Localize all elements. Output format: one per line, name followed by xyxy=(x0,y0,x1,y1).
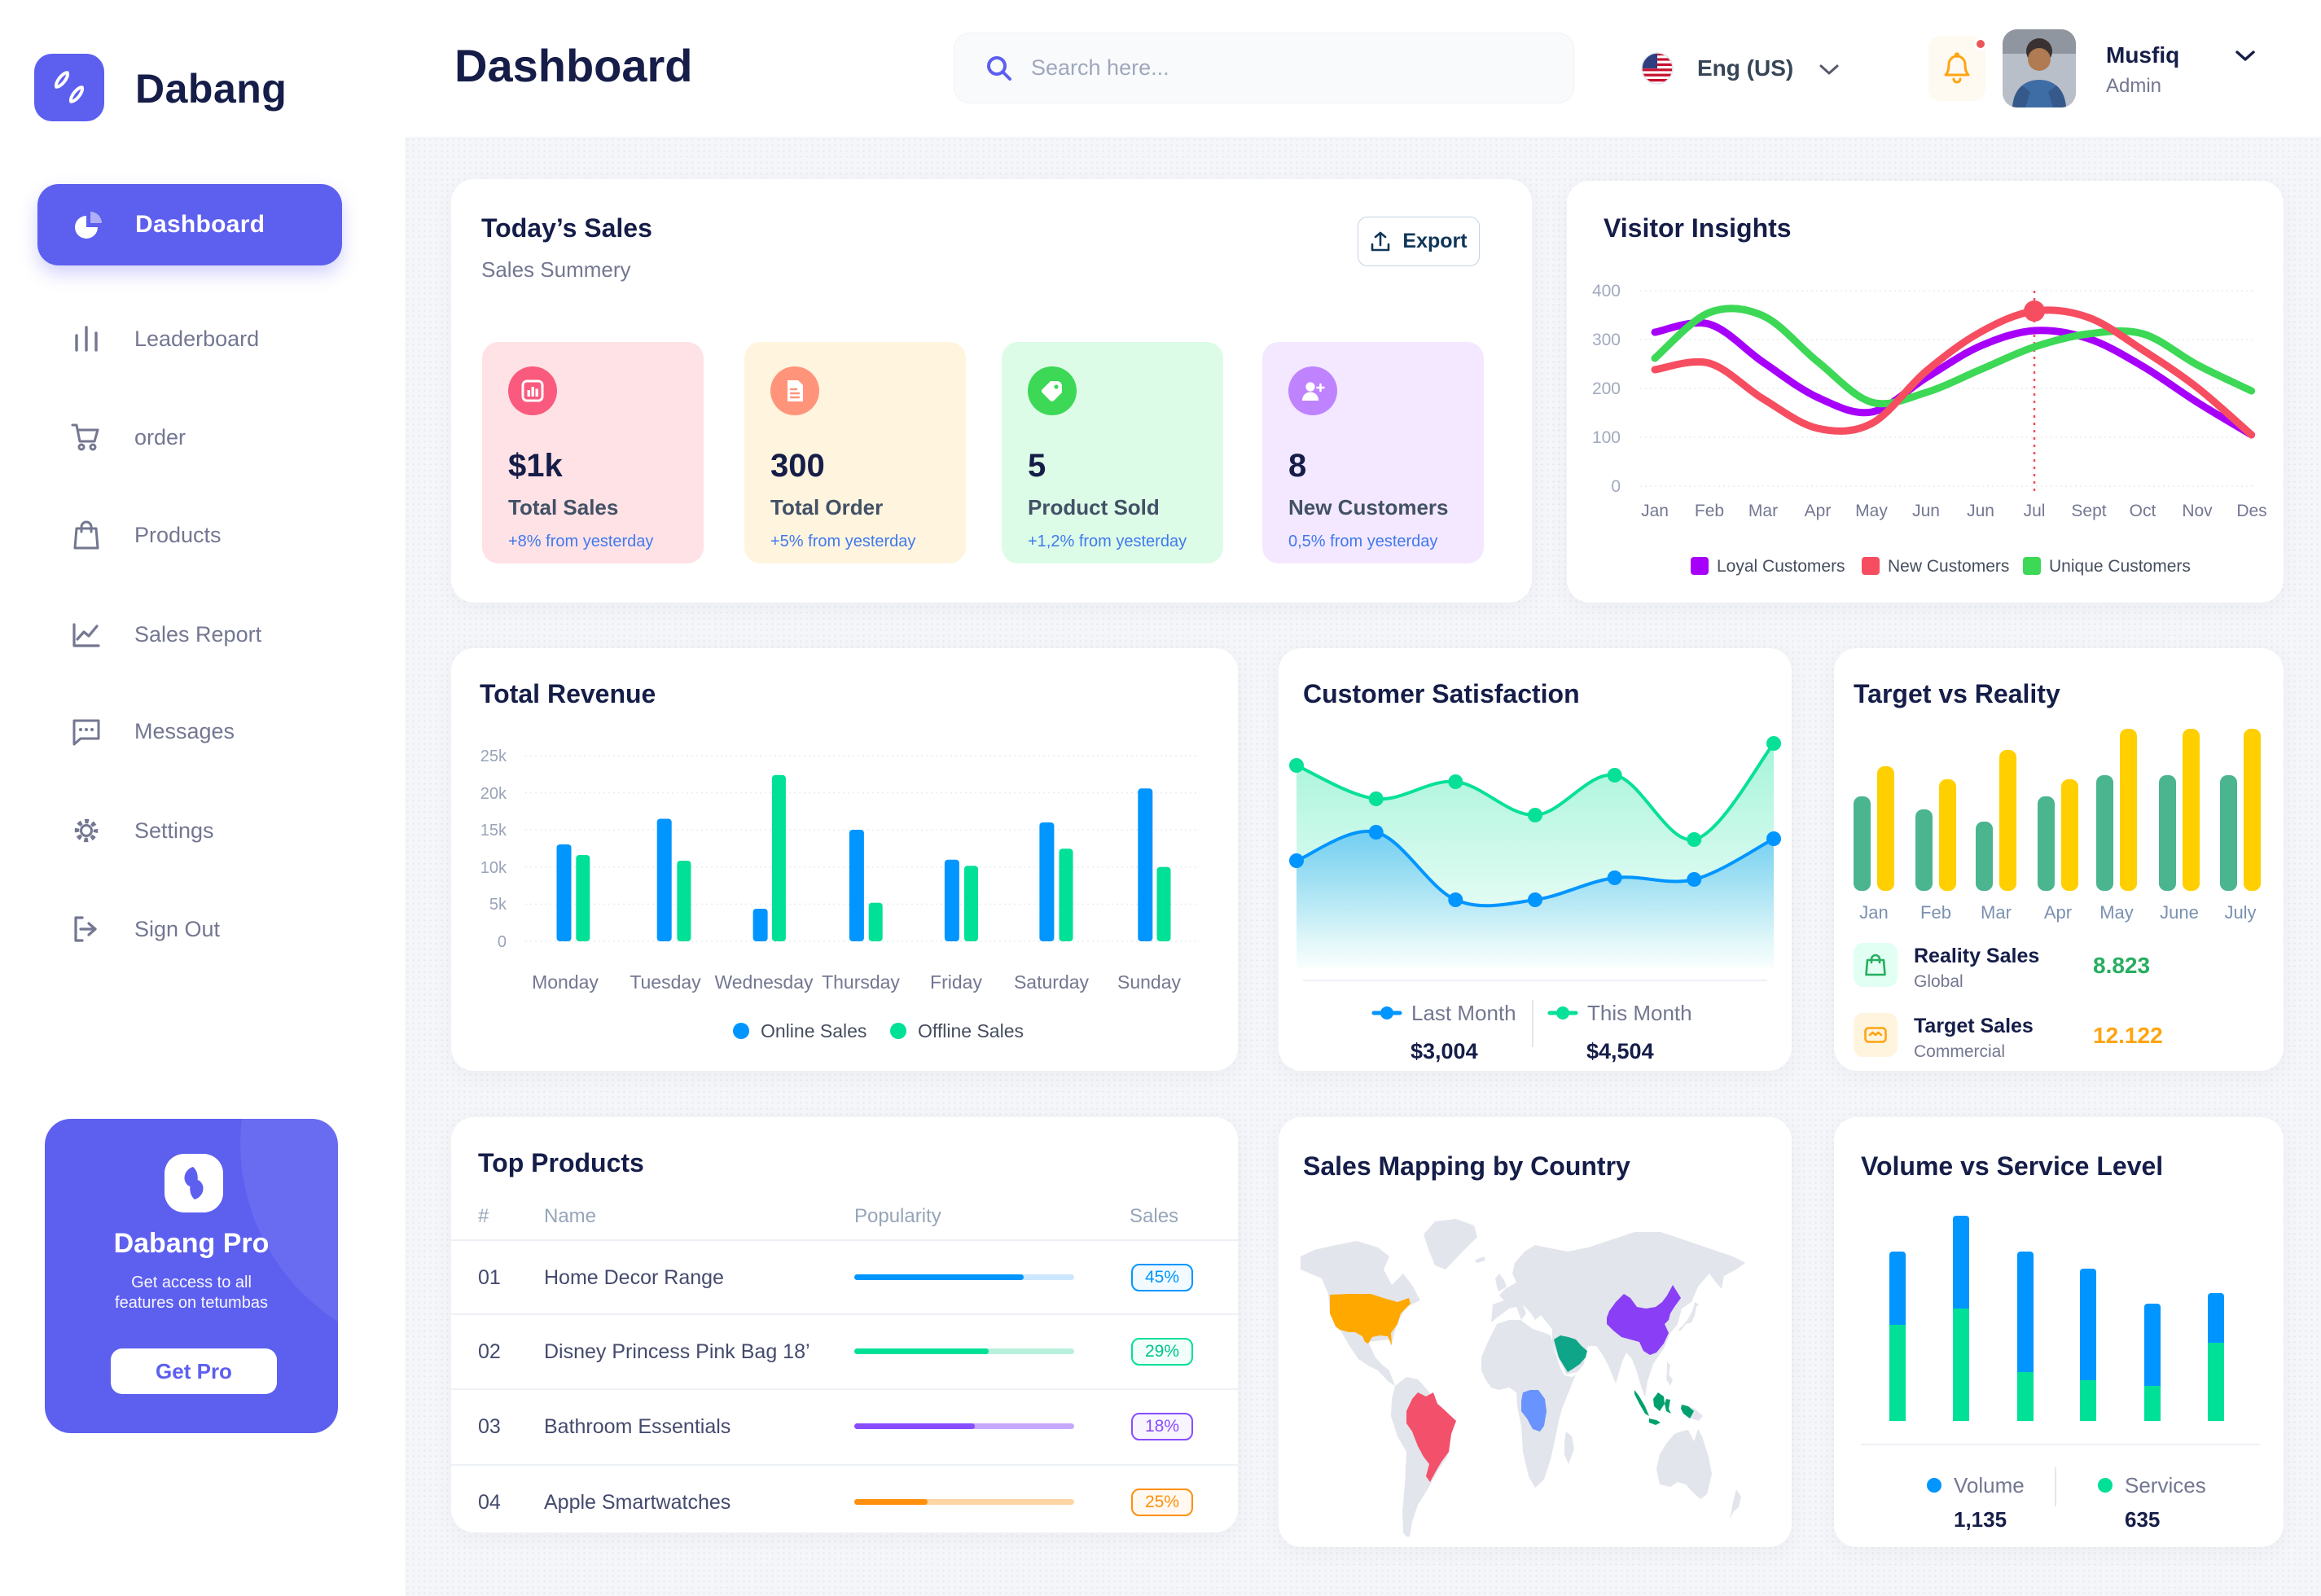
svg-text:$3,004: $3,004 xyxy=(1411,1039,1478,1063)
svg-text:Apr: Apr xyxy=(1805,502,1832,520)
svg-text:Jan: Jan xyxy=(1641,502,1669,520)
svg-text:0: 0 xyxy=(1611,477,1621,496)
svg-text:200: 200 xyxy=(1592,379,1621,398)
svg-text:Sept: Sept xyxy=(2071,502,2106,520)
svg-text:Unique Customers: Unique Customers xyxy=(2049,557,2191,576)
svg-text:Apr: Apr xyxy=(2044,902,2072,923)
svg-text:Wednesday: Wednesday xyxy=(714,971,814,993)
svg-text:1,135: 1,135 xyxy=(1954,1507,2007,1532)
svg-text:15k: 15k xyxy=(480,822,507,840)
svg-text:July: July xyxy=(2224,902,2256,923)
svg-text:300: 300 xyxy=(1592,331,1621,349)
svg-text:Jul: Jul xyxy=(2024,502,2046,520)
svg-text:Services: Services xyxy=(2125,1473,2206,1497)
svg-text:Sunday: Sunday xyxy=(1117,971,1182,993)
svg-text:$4,504: $4,504 xyxy=(1586,1039,1654,1063)
svg-text:Thursday: Thursday xyxy=(822,971,900,993)
svg-text:Nov: Nov xyxy=(2182,502,2213,520)
svg-text:Monday: Monday xyxy=(532,971,599,993)
svg-text:400: 400 xyxy=(1592,282,1621,300)
svg-text:20k: 20k xyxy=(480,785,507,803)
svg-text:0: 0 xyxy=(498,933,507,951)
svg-text:Friday: Friday xyxy=(930,971,982,993)
svg-text:Jun: Jun xyxy=(1967,502,1994,520)
svg-text:June: June xyxy=(2160,902,2199,923)
svg-text:This Month: This Month xyxy=(1587,1001,1692,1025)
svg-text:Saturday: Saturday xyxy=(1014,971,1090,993)
svg-text:Mar: Mar xyxy=(1748,502,1778,520)
svg-text:Feb: Feb xyxy=(1920,902,1951,923)
svg-text:Last Month: Last Month xyxy=(1411,1001,1516,1025)
svg-text:Jun: Jun xyxy=(1912,502,1940,520)
svg-text:New Customers: New Customers xyxy=(1888,557,2009,576)
svg-text:Mar: Mar xyxy=(1981,902,2012,923)
svg-text:Volume: Volume xyxy=(1954,1473,2025,1497)
svg-text:Jan: Jan xyxy=(1859,902,1888,923)
svg-text:Feb: Feb xyxy=(1695,502,1724,520)
svg-text:May: May xyxy=(2099,902,2134,923)
svg-text:Oct: Oct xyxy=(2130,502,2156,520)
svg-text:25k: 25k xyxy=(480,748,507,765)
svg-text:Des: Des xyxy=(2236,502,2266,520)
svg-text:100: 100 xyxy=(1592,428,1621,447)
svg-text:May: May xyxy=(1855,502,1888,520)
svg-text:5k: 5k xyxy=(489,896,507,914)
svg-text:Offline Sales: Offline Sales xyxy=(918,1020,1024,1041)
svg-text:635: 635 xyxy=(2125,1507,2160,1532)
svg-text:Loyal Customers: Loyal Customers xyxy=(1717,557,1845,576)
svg-text:Online Sales: Online Sales xyxy=(761,1020,867,1041)
svg-text:10k: 10k xyxy=(480,859,507,877)
svg-text:Tuesday: Tuesday xyxy=(630,971,701,993)
